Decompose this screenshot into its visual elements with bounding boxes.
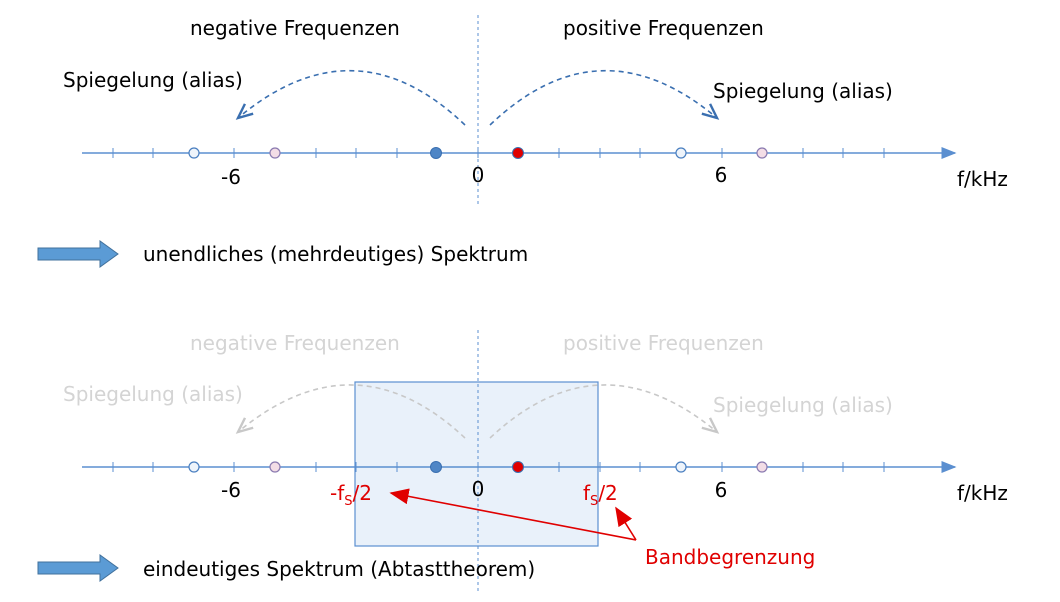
- top-alias-point-red-neg: [269, 147, 281, 159]
- top-panel: negative Frequenzen positive Frequenzen …: [37, 15, 1008, 268]
- top-alias-point-blue-neg: [188, 147, 200, 159]
- bottom-alias-right-arc: [489, 384, 720, 439]
- bottom-alias-left-label: Spiegelung (alias): [63, 382, 243, 406]
- top-conclusion-text: unendliches (mehrdeutiges) Spektrum: [143, 242, 528, 266]
- top-negative-frequencies-label: negative Frequenzen: [190, 16, 400, 40]
- bottom-alias-point-red-neg: [269, 461, 281, 473]
- band-limit-arrow-left: [389, 488, 637, 541]
- top-alias-right-arc: [489, 69, 720, 126]
- top-alias-left-label: Spiegelung (alias): [63, 68, 243, 92]
- top-axis-unit-label: f/kHz: [957, 167, 1008, 191]
- bottom-signal-point-red: [512, 461, 524, 473]
- bottom-conclusion-text: eindeutiges Spektrum (Abtasttheorem): [143, 557, 535, 581]
- bottom-tick-label-zero: 0: [472, 477, 485, 501]
- top-tick-label-pos6: 6: [715, 163, 728, 187]
- bottom-negative-frequencies-label: negative Frequenzen: [190, 331, 400, 355]
- top-alias-point-blue-pos: [675, 147, 687, 159]
- band-limit-box: [354, 381, 599, 547]
- top-signal-point-red: [512, 147, 524, 159]
- bottom-tick-label-pos6: 6: [715, 478, 728, 502]
- bottom-axis-unit-label: f/kHz: [957, 481, 1008, 505]
- bottom-alias-point-blue-neg: [188, 461, 200, 473]
- neg-half-sampling-rate-label: -fS/2: [330, 481, 372, 509]
- top-tick-label-neg6: -6: [221, 165, 241, 189]
- bottom-alias-right-label: Spiegelung (alias): [713, 393, 893, 417]
- band-limit-label: Bandbegrenzung: [645, 545, 815, 569]
- bottom-signal-point-blue: [430, 461, 442, 473]
- band-limit-arrow-right: [615, 506, 637, 541]
- bottom-alias-point-red-pos: [756, 461, 768, 473]
- top-alias-left-arc: [235, 69, 466, 126]
- top-alias-point-red-pos: [756, 147, 768, 159]
- bottom-panel: negative Frequenzen positive Frequenzen …: [37, 330, 1008, 592]
- pos-half-sampling-rate-label: fS/2: [583, 481, 618, 509]
- top-signal-point-blue: [430, 147, 442, 159]
- top-tick-label-zero: 0: [472, 163, 485, 187]
- top-positive-frequencies-label: positive Frequenzen: [563, 16, 764, 40]
- bottom-tick-label-neg6: -6: [221, 478, 241, 502]
- bottom-alias-point-blue-pos: [675, 461, 687, 473]
- bottom-positive-frequencies-label: positive Frequenzen: [563, 331, 764, 355]
- block-arrow-icon: [37, 240, 119, 268]
- block-arrow-icon: [37, 554, 119, 582]
- bottom-alias-left-arc: [235, 384, 466, 439]
- top-alias-right-label: Spiegelung (alias): [713, 79, 893, 103]
